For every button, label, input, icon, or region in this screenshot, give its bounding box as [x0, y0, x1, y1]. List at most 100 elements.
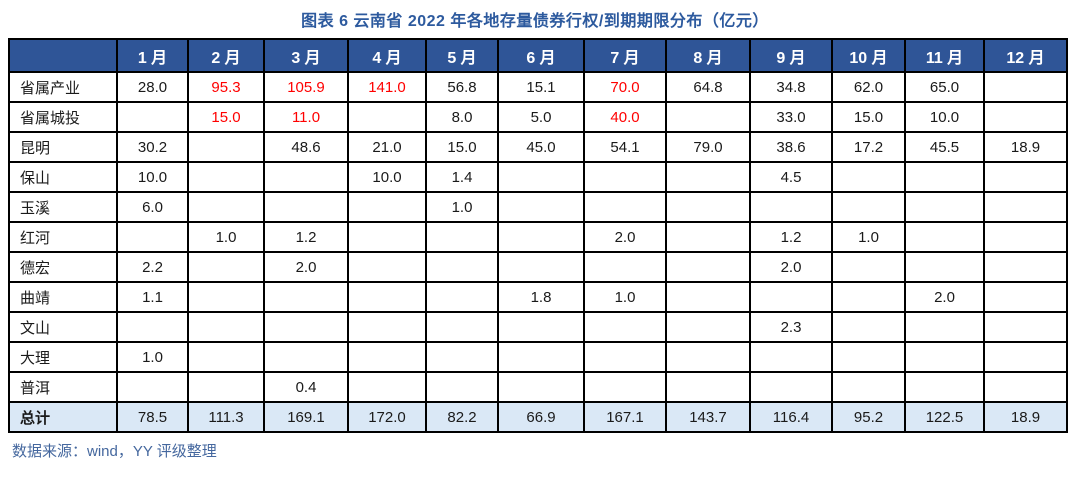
row-label: 省属城投: [8, 101, 118, 133]
table-cell: 10.0: [347, 161, 427, 193]
table-cell: 79.0: [665, 131, 751, 163]
table-cell: [497, 371, 585, 403]
table-cell: [425, 281, 499, 313]
table-cell: [831, 341, 906, 373]
table-cell: [749, 341, 833, 373]
table-cell: [497, 311, 585, 343]
row-label: 总计: [8, 401, 118, 433]
table-cell: [583, 161, 667, 193]
table-cell: [187, 371, 265, 403]
table-cell: 1.1: [116, 281, 189, 313]
table-row: 省属城投 15.0 11.0 8.0 5.0 40.0 33.0 15.0 10.0: [8, 101, 1068, 133]
month-header: 2 月: [187, 38, 265, 73]
month-header: 8 月: [665, 38, 751, 73]
table-cell: [347, 251, 427, 283]
table-cell: 1.0: [116, 341, 189, 373]
month-header: 11 月: [904, 38, 985, 73]
table-row: 普洱 0.4: [8, 371, 1068, 403]
table-cell: 1.0: [583, 281, 667, 313]
table-cell: [497, 341, 585, 373]
table-cell: [425, 371, 499, 403]
month-header: 12 月: [983, 38, 1068, 73]
table-cell: 17.2: [831, 131, 906, 163]
table-cell: 2.0: [904, 281, 985, 313]
table-cell: 18.9: [983, 131, 1068, 163]
table-cell: [347, 311, 427, 343]
table-cell: [187, 281, 265, 313]
table-cell: [983, 311, 1068, 343]
month-header: 9 月: [749, 38, 833, 73]
table-cell: [187, 311, 265, 343]
table-row: 昆明 30.2 48.6 21.0 15.0 45.0 54.1 79.0 38.6 17.2 45…: [8, 131, 1068, 163]
table-cell: 15.0: [425, 131, 499, 163]
table-cell: [749, 191, 833, 223]
table-cell: [983, 251, 1068, 283]
month-header: 3 月: [263, 38, 349, 73]
row-label: 玉溪: [8, 191, 118, 223]
table-cell: [425, 221, 499, 253]
table-cell: 48.6: [263, 131, 349, 163]
table-cell: 105.9: [263, 71, 349, 103]
table-cell: 40.0: [583, 101, 667, 133]
table-cell: [749, 281, 833, 313]
row-label: 昆明: [8, 131, 118, 163]
table-cell: 65.0: [904, 71, 985, 103]
table-cell: 0.4: [263, 371, 349, 403]
table-cell: 167.1: [583, 401, 667, 433]
table-cell: 10.0: [116, 161, 189, 193]
table-cell: [116, 221, 189, 253]
month-header: 6 月: [497, 38, 585, 73]
table-cell: 10.0: [904, 101, 985, 133]
table-cell: 169.1: [263, 401, 349, 433]
table-cell: [665, 221, 751, 253]
table-cell: 143.7: [665, 401, 751, 433]
table-cell: [583, 191, 667, 223]
table-row: 玉溪 6.0 1.0: [8, 191, 1068, 223]
table-cell: 21.0: [347, 131, 427, 163]
table-cell: [347, 281, 427, 313]
table-cell: 122.5: [904, 401, 985, 433]
table-cell: 30.2: [116, 131, 189, 163]
table-cell: [497, 251, 585, 283]
table-cell: 2.2: [116, 251, 189, 283]
table-cell: 2.0: [263, 251, 349, 283]
table-cell: [263, 161, 349, 193]
table-cell: 116.4: [749, 401, 833, 433]
corner-cell: [8, 38, 118, 73]
table-cell: [116, 311, 189, 343]
table-cell: [983, 101, 1068, 133]
row-label: 文山: [8, 311, 118, 343]
table-cell: [831, 191, 906, 223]
table-cell: [665, 371, 751, 403]
table-cell: [263, 281, 349, 313]
table-cell: [831, 371, 906, 403]
table-row: 红河 1.0 1.2 2.0 1.2 1.0: [8, 221, 1068, 253]
table-cell: [904, 221, 985, 253]
table-row: 文山 2.3: [8, 311, 1068, 343]
table-cell: 1.2: [263, 221, 349, 253]
table-cell: [983, 281, 1068, 313]
row-label: 德宏: [8, 251, 118, 283]
table-cell: 18.9: [983, 401, 1068, 433]
data-source-note: 数据来源：wind，YY 评级整理: [12, 443, 217, 460]
table-cell: 15.0: [187, 101, 265, 133]
row-label: 大理: [8, 341, 118, 373]
table-cell: 11.0: [263, 101, 349, 133]
table-cell: [425, 341, 499, 373]
table-row: 保山 10.0 10.0 1.4 4.5: [8, 161, 1068, 193]
table-cell: [187, 251, 265, 283]
row-label: 曲靖: [8, 281, 118, 313]
month-header: 10 月: [831, 38, 906, 73]
table-cell: 56.8: [425, 71, 499, 103]
table-cell: [665, 191, 751, 223]
table-cell: [983, 221, 1068, 253]
table-cell: [347, 191, 427, 223]
table-cell: [831, 161, 906, 193]
table-cell: [425, 251, 499, 283]
table-cell: 15.0: [831, 101, 906, 133]
table-cell: [665, 161, 751, 193]
table-cell: [983, 71, 1068, 103]
table-cell: 1.4: [425, 161, 499, 193]
table-cell: [831, 251, 906, 283]
